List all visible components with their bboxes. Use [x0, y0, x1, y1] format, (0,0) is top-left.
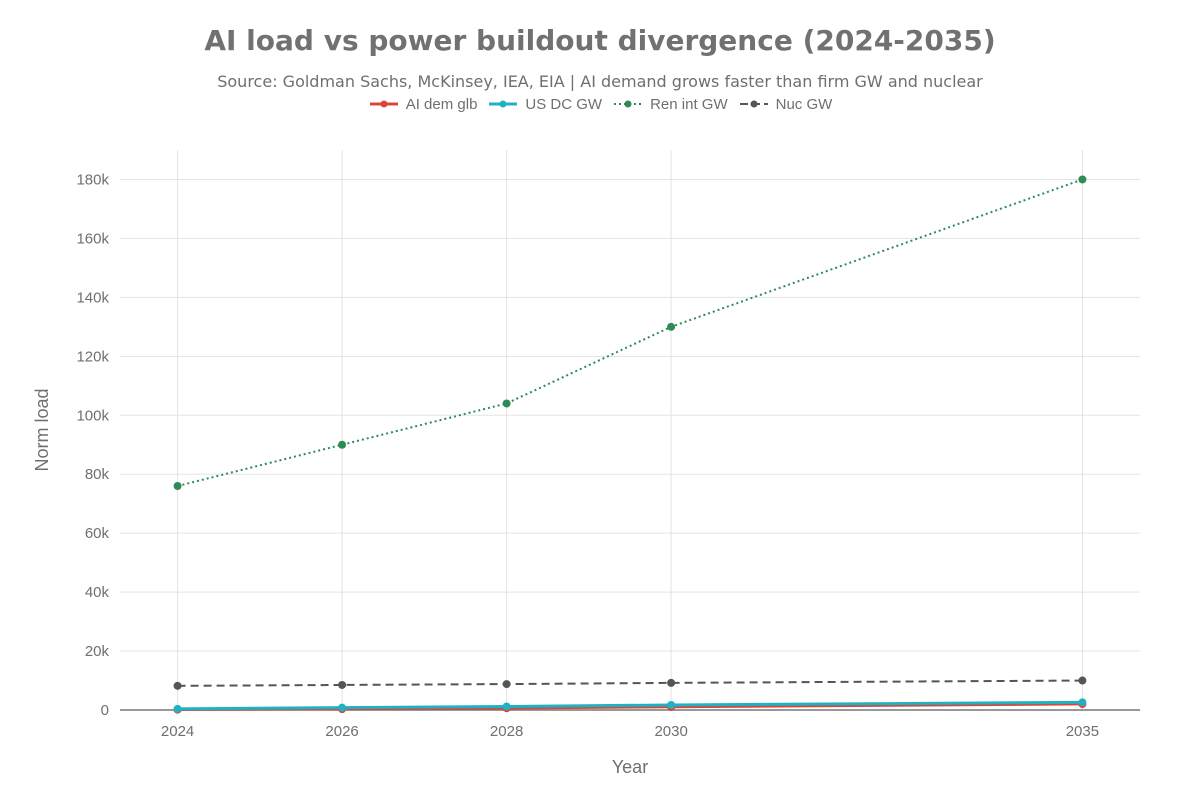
legend-item-nuc-gw[interactable]: Nuc GW: [738, 94, 833, 114]
data-point-nuc-gw[interactable]: [173, 681, 182, 690]
legend-item-us-dc-gw[interactable]: US DC GW: [487, 94, 602, 114]
legend-label-ai-dem-glb: AI dem glb: [405, 95, 478, 113]
legend-label-us-dc-gw: US DC GW: [525, 95, 603, 113]
chart-subtitle: Source: Goldman Sachs, McKinsey, IEA, EI…: [217, 72, 983, 91]
x-tick-label: 2030: [654, 723, 687, 740]
grid: [120, 150, 1140, 710]
legend-item-ai-dem-glb[interactable]: AI dem glb: [368, 94, 478, 114]
x-tick-label: 2028: [490, 723, 523, 740]
legend-swatch-ai-dem-glb: [369, 100, 398, 108]
series-line-nuc-gw: [177, 679, 1083, 687]
y-tick-label: 20k: [85, 643, 110, 660]
series-layer: [173, 175, 1087, 714]
y-tick-label: 40k: [85, 584, 110, 601]
axis-labels: 0 20k 40k 60k 80k 100k 120k 140k 160k 180k 2024 202…: [32, 171, 1099, 777]
series-line-ren-int-gw: [177, 178, 1083, 487]
legend-label-ren-int-gw: Ren int GW: [650, 95, 728, 113]
series-nuc-gw: [173, 676, 1087, 690]
legend-swatch-us-dc-gw: [489, 100, 518, 108]
data-point-nuc-gw[interactable]: [502, 680, 511, 689]
data-point-us-dc-gw[interactable]: [1078, 698, 1087, 707]
y-tick-label: 60k: [85, 525, 110, 542]
chart-title: AI load vs power buildout divergence (20…: [204, 24, 996, 57]
data-point-us-dc-gw[interactable]: [502, 702, 511, 711]
data-point-ren-int-gw[interactable]: [502, 399, 511, 408]
y-axis-title: Norm load: [32, 388, 52, 471]
y-tick-label: 80k: [85, 466, 110, 483]
legend-swatch-ren-int-gw: [614, 100, 643, 108]
x-tick-label: 2035: [1066, 723, 1099, 740]
series-us-dc-gw: [173, 698, 1087, 713]
y-tick-label: 160k: [76, 230, 109, 247]
data-point-us-dc-gw[interactable]: [667, 700, 676, 709]
data-point-nuc-gw[interactable]: [338, 680, 347, 689]
data-point-us-dc-gw[interactable]: [338, 703, 347, 712]
y-tick-label: 100k: [76, 407, 109, 424]
y-tick-label: 180k: [76, 171, 109, 188]
legend-label-nuc-gw: Nuc GW: [775, 95, 833, 113]
data-point-ren-int-gw[interactable]: [173, 482, 182, 490]
data-point-ren-int-gw[interactable]: [338, 440, 347, 449]
legend-swatch-nuc-gw: [739, 100, 768, 108]
data-point-us-dc-gw[interactable]: [173, 704, 182, 713]
data-point-nuc-gw[interactable]: [667, 678, 676, 687]
legend: AI dem glb US DC GW Ren int GW Nuc GW: [0, 94, 1200, 114]
y-tick-label: 120k: [76, 348, 109, 365]
data-point-ren-int-gw[interactable]: [1078, 175, 1087, 184]
legend-item-ren-int-gw[interactable]: Ren int GW: [612, 94, 728, 114]
x-tick-label: 2026: [325, 723, 358, 740]
data-point-nuc-gw[interactable]: [1078, 676, 1087, 685]
y-tick-label: 140k: [76, 289, 109, 306]
data-point-ren-int-gw[interactable]: [667, 322, 676, 331]
series-ren-int-gw: [173, 175, 1087, 490]
y-tick-label: 0: [101, 702, 109, 719]
x-axis-title: Year: [612, 757, 648, 777]
x-tick-label: 2024: [161, 723, 194, 740]
